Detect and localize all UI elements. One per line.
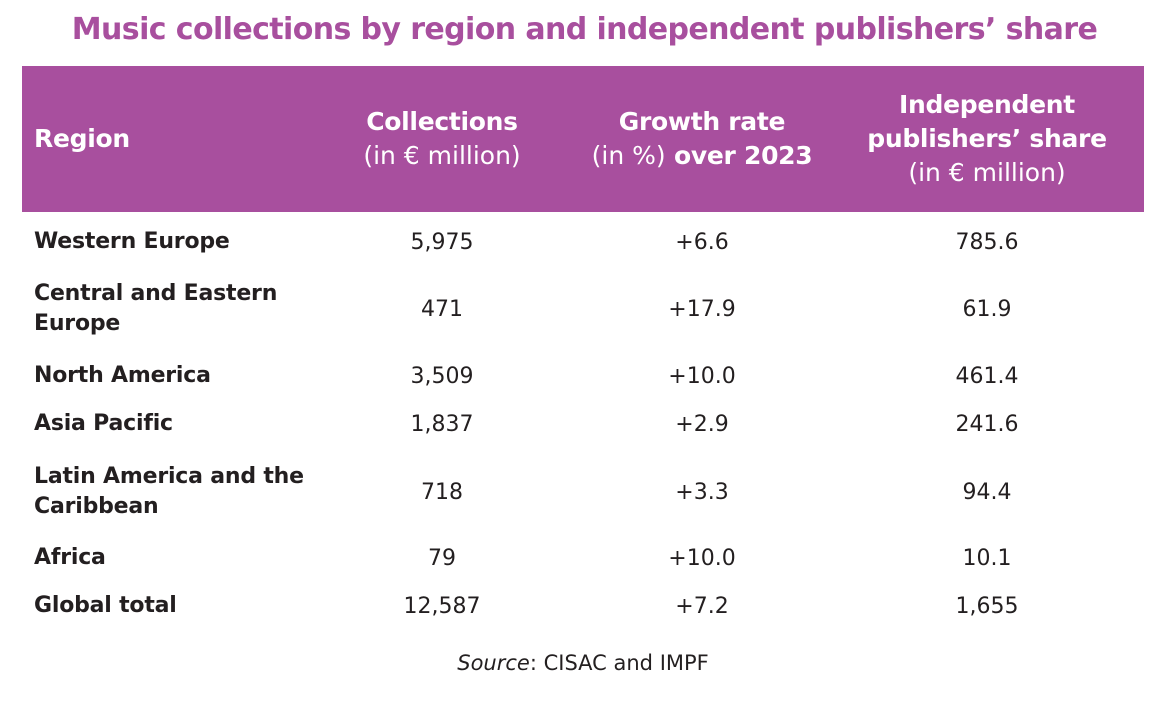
cell-collections: 12,587 <box>403 593 481 619</box>
header-growth-label: Growth rate <box>618 107 786 136</box>
table-row: Africa 79 +10.0 10.1 <box>22 540 1144 576</box>
cell-growth: +7.2 <box>675 593 729 619</box>
cell-independent: 10.1 <box>962 545 1012 571</box>
cell-growth: +2.9 <box>675 411 729 437</box>
table-row: Asia Pacific 1,837 +2.9 241.6 <box>22 406 1144 442</box>
cell-collections: 718 <box>421 479 463 505</box>
header-independent-label-2: publishers’ share <box>867 124 1107 153</box>
header-region-label: Region <box>34 124 130 153</box>
cell-region: North America <box>34 363 211 388</box>
cell-region: Africa <box>34 545 106 570</box>
cell-region: Western Europe <box>34 229 230 254</box>
header-collections-label: Collections <box>366 107 518 136</box>
cell-region: Global total <box>34 593 177 618</box>
cell-independent: 785.6 <box>955 229 1019 255</box>
source-text: : CISAC and IMPF <box>529 651 709 675</box>
cell-collections: 79 <box>428 545 456 571</box>
cell-collections: 3,509 <box>410 363 474 389</box>
cell-independent: 94.4 <box>962 479 1012 505</box>
cell-growth: +6.6 <box>675 229 729 255</box>
header-region: Region <box>34 66 334 212</box>
header-growth: Growth rate (in %) over 2023 <box>577 66 827 212</box>
table-row: Western Europe 5,975 +6.6 785.6 <box>22 224 1144 260</box>
cell-region: Central and Eastern Europe <box>34 281 278 336</box>
cell-collections: 471 <box>421 296 463 322</box>
header-growth-period: over 2023 <box>665 141 813 170</box>
cell-growth: +17.9 <box>668 296 736 322</box>
cell-independent: 1,655 <box>955 593 1019 619</box>
cell-growth: +10.0 <box>668 545 736 571</box>
cell-region: Asia Pacific <box>34 411 173 436</box>
table-row: Central and Eastern Europe 471 +17.9 61.… <box>22 277 1144 341</box>
header-independent-unit: (in € million) <box>908 158 1066 187</box>
table-header: Region Collections (in € million) Growth… <box>22 66 1144 212</box>
cell-collections: 5,975 <box>410 229 474 255</box>
table-row: Latin America and the Caribbean 718 +3.3… <box>22 460 1144 524</box>
table-row: North America 3,509 +10.0 461.4 <box>22 358 1144 394</box>
cell-growth: +3.3 <box>675 479 729 505</box>
cell-independent: 61.9 <box>962 296 1012 322</box>
header-collections-unit: (in € million) <box>363 141 521 170</box>
source-note: Source: CISAC and IMPF <box>0 651 1166 675</box>
cell-region: Latin America and the Caribbean <box>34 464 304 519</box>
table-row-total: Global total 12,587 +7.2 1,655 <box>22 588 1144 624</box>
cell-independent: 461.4 <box>955 363 1019 389</box>
header-independent: Independent publishers’ share (in € mill… <box>842 66 1132 212</box>
header-growth-unit: (in %) <box>591 141 666 170</box>
header-collections: Collections (in € million) <box>322 66 562 212</box>
cell-independent: 241.6 <box>955 411 1019 437</box>
cell-collections: 1,837 <box>410 411 474 437</box>
cell-growth: +10.0 <box>668 363 736 389</box>
header-independent-label-1: Independent <box>899 90 1075 119</box>
source-label: Source <box>457 651 530 675</box>
table-title: Music collections by region and independ… <box>71 12 1098 47</box>
